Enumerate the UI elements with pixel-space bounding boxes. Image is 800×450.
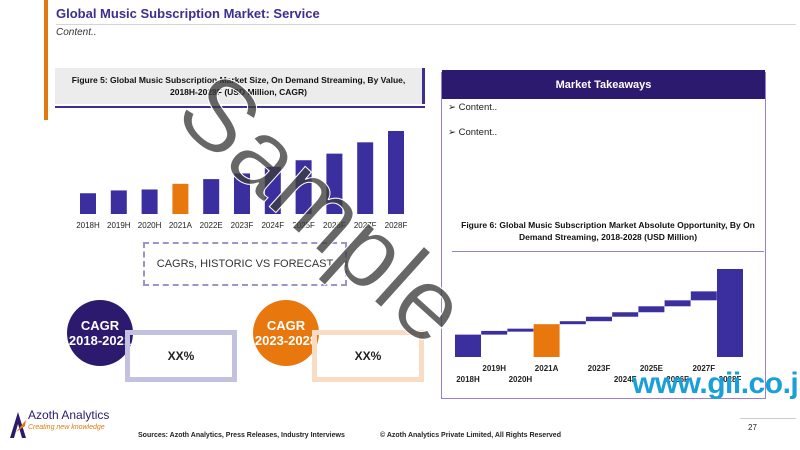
takeaways-header: Market Takeaways [442,70,765,99]
cagr-historic-circle: CAGR 2018-2021 [67,300,133,366]
logo-tagline: Creating new knowledge [28,424,105,431]
bar [203,179,220,214]
waterfall-bar [664,300,691,307]
bar [326,153,343,214]
slide-title: Global Music Subscription Market: Servic… [56,6,320,21]
azoth-logo-accent [16,420,26,432]
title-divider [56,24,796,25]
azoth-logo-icon [10,412,26,438]
cagr-forecast-label: CAGR [266,318,306,333]
bar [234,173,250,214]
x-tick-label: 2019H [482,364,506,373]
cagr-forecast-value: XX% [354,349,382,363]
waterfall-bar [455,334,481,357]
bar [141,189,158,214]
waterfall-bar [690,291,717,301]
waterfall-bar [481,330,508,335]
cagr-historic-value-box: XX% [125,330,237,382]
waterfall-bar [507,328,534,332]
x-tick-label: 2022E [200,221,223,230]
waterfall-bar [638,306,665,313]
x-tick-label: 2018H [456,375,480,384]
x-tick-label: 2025E [640,364,664,373]
x-tick-label: 2021A [169,221,193,230]
bullet-arrow-icon: ➢ [448,102,456,113]
page-number-rule [740,418,796,419]
x-tick-label: 2023F [588,364,611,373]
waterfall-bar [559,321,586,325]
x-tick-label: 2024F [261,221,284,230]
x-tick-label: 2026F [323,221,346,230]
content-note: Content.. [56,27,97,38]
x-tick-label: 2024F [614,375,637,384]
x-tick-label: 2027F [354,221,377,230]
bar [388,131,404,214]
page-number: 27 [748,423,757,432]
cagr-historic-value: XX% [167,349,195,363]
title-accent-bar [44,0,48,120]
bullet-arrow-icon: ➢ [448,127,456,138]
footer-sources: Sources: Azoth Analytics, Press Releases… [138,432,345,439]
cagr-forecast-circle: CAGR 2023-2028 [253,300,319,366]
bar [357,142,374,214]
figure-6-rule [452,251,764,252]
bar [295,160,312,214]
footer-copyright: © Azoth Analytics Private Limited, All R… [380,432,561,439]
cagr-heading-box: CAGRs, HISTORIC VS FORECAST [143,242,347,286]
x-tick-label: 2026F [666,375,689,384]
x-tick-label: 2020H [138,221,162,230]
figure-6-caption: Figure 6: Global Music Subscription Mark… [461,220,755,242]
cagr-heading: CAGRs, HISTORIC VS FORECAST [156,257,334,270]
cagr-forecast-period: 2023-2028 [254,333,318,348]
x-tick-label: 2025F [292,221,315,230]
cagr-historic-label: CAGR [80,318,120,333]
x-tick-label: 2018H [76,221,100,230]
x-tick-label: 2019H [107,221,131,230]
waterfall-bar [612,312,639,317]
url-watermark: www.gii.co.jp [632,367,800,400]
figure-5-caption: Figure 5: Global Music Subscription Mark… [55,68,425,104]
takeaway-item: ➢ Content.. [448,127,497,138]
bar [172,183,189,214]
x-tick-label: 2023F [231,221,254,230]
cagr-forecast-value-box: XX% [312,330,424,382]
bar [80,193,96,214]
waterfall-bar [717,269,743,357]
takeaway-item-text: Content.. [458,127,498,138]
x-tick-label: 2028F [719,375,742,384]
x-tick-label: 2020H [509,375,533,384]
waterfall-bar [586,316,612,322]
logo-name: Azoth Analytics [28,408,110,422]
x-tick-label: 2028F [385,221,408,230]
bar [264,166,281,214]
waterfall-bar [533,324,560,357]
x-tick-label: 2027F [692,364,715,373]
figure-5-rule [55,106,425,108]
bar [110,190,127,214]
x-tick-label: 2021A [535,364,559,373]
takeaway-item: ➢ Content.. [448,102,497,113]
takeaway-item-text: Content.. [458,102,498,113]
cagr-historic-period: 2018-2021 [68,333,132,348]
